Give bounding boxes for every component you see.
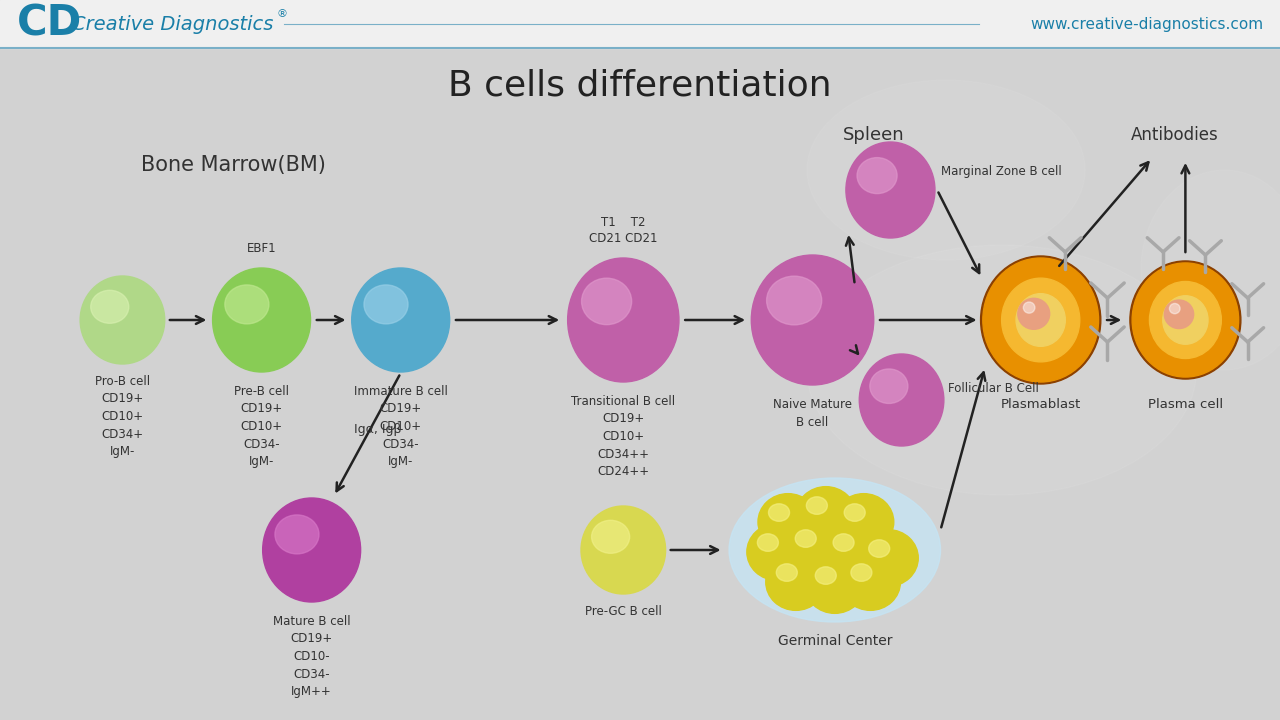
Ellipse shape bbox=[869, 540, 890, 557]
Ellipse shape bbox=[746, 523, 806, 580]
Ellipse shape bbox=[806, 80, 1085, 260]
Ellipse shape bbox=[851, 564, 872, 581]
Text: CD: CD bbox=[17, 3, 82, 45]
Ellipse shape bbox=[765, 554, 826, 611]
Text: EBF1: EBF1 bbox=[247, 242, 276, 255]
Ellipse shape bbox=[581, 278, 631, 325]
Ellipse shape bbox=[823, 523, 883, 580]
Ellipse shape bbox=[776, 564, 797, 581]
Ellipse shape bbox=[846, 142, 934, 238]
Ellipse shape bbox=[1140, 170, 1280, 370]
Ellipse shape bbox=[815, 567, 836, 585]
Text: T1    T2
CD21 CD21: T1 T2 CD21 CD21 bbox=[589, 216, 658, 245]
Text: Plasmablast: Plasmablast bbox=[1001, 398, 1080, 411]
Ellipse shape bbox=[1016, 294, 1065, 346]
Ellipse shape bbox=[1002, 278, 1080, 362]
Text: Germinal Center: Germinal Center bbox=[777, 634, 892, 648]
Ellipse shape bbox=[767, 276, 822, 325]
Ellipse shape bbox=[833, 534, 854, 552]
Text: Igα, Igβ: Igα, Igβ bbox=[355, 423, 402, 436]
Text: Follicular B Cell: Follicular B Cell bbox=[948, 382, 1039, 395]
Ellipse shape bbox=[785, 520, 845, 576]
Ellipse shape bbox=[980, 256, 1101, 384]
Ellipse shape bbox=[1165, 300, 1194, 328]
Ellipse shape bbox=[730, 478, 941, 622]
Ellipse shape bbox=[859, 354, 943, 446]
Ellipse shape bbox=[983, 258, 1098, 382]
Text: Mature B cell
CD19+
CD10-
CD34-
IgM++: Mature B cell CD19+ CD10- CD34- IgM++ bbox=[273, 615, 351, 698]
Text: Antibodies: Antibodies bbox=[1130, 126, 1219, 144]
Ellipse shape bbox=[364, 285, 408, 324]
Text: Immature B cell
CD19+
CD10+
CD34-
IgM-: Immature B cell CD19+ CD10+ CD34- IgM- bbox=[353, 385, 448, 468]
Ellipse shape bbox=[91, 290, 129, 323]
Ellipse shape bbox=[796, 487, 856, 544]
Ellipse shape bbox=[845, 504, 865, 521]
Ellipse shape bbox=[805, 557, 865, 613]
Ellipse shape bbox=[758, 494, 818, 550]
Ellipse shape bbox=[758, 534, 778, 552]
Text: Spleen: Spleen bbox=[844, 126, 905, 144]
Ellipse shape bbox=[870, 369, 908, 403]
Ellipse shape bbox=[1132, 263, 1239, 377]
Ellipse shape bbox=[212, 268, 311, 372]
Text: ®: ® bbox=[276, 9, 287, 19]
Text: Creative Diagnostics: Creative Diagnostics bbox=[73, 14, 274, 34]
Text: Pre-B cell
CD19+
CD10+
CD34-
IgM-: Pre-B cell CD19+ CD10+ CD34- IgM- bbox=[234, 385, 289, 468]
Polygon shape bbox=[0, 0, 1280, 48]
Ellipse shape bbox=[1130, 261, 1240, 379]
Ellipse shape bbox=[841, 554, 900, 611]
Ellipse shape bbox=[262, 498, 361, 602]
Ellipse shape bbox=[81, 276, 165, 364]
Ellipse shape bbox=[806, 497, 827, 514]
Ellipse shape bbox=[1023, 302, 1036, 313]
Ellipse shape bbox=[225, 285, 269, 324]
Ellipse shape bbox=[751, 255, 874, 385]
Ellipse shape bbox=[1170, 303, 1180, 314]
Ellipse shape bbox=[591, 521, 630, 553]
Text: Bone Marrow(BM): Bone Marrow(BM) bbox=[141, 155, 326, 175]
Ellipse shape bbox=[352, 268, 449, 372]
Text: Transitional B cell
CD19+
CD10+
CD34++
CD24++: Transitional B cell CD19+ CD10+ CD34++ C… bbox=[571, 395, 676, 478]
Ellipse shape bbox=[1018, 298, 1050, 329]
Ellipse shape bbox=[275, 515, 319, 554]
Text: Plasma cell: Plasma cell bbox=[1148, 398, 1222, 411]
Text: B cells differentiation: B cells differentiation bbox=[448, 68, 832, 102]
Ellipse shape bbox=[1162, 296, 1208, 344]
Ellipse shape bbox=[567, 258, 678, 382]
Ellipse shape bbox=[858, 158, 897, 194]
Ellipse shape bbox=[806, 245, 1197, 495]
Ellipse shape bbox=[858, 530, 918, 586]
Text: Pre-GC B cell: Pre-GC B cell bbox=[585, 605, 662, 618]
Ellipse shape bbox=[581, 506, 666, 594]
Ellipse shape bbox=[1149, 282, 1221, 359]
Text: Naive Mature
B cell: Naive Mature B cell bbox=[773, 398, 852, 428]
Text: www.creative-diagnostics.com: www.creative-diagnostics.com bbox=[1030, 17, 1263, 32]
Ellipse shape bbox=[833, 494, 893, 550]
Text: Pro-B cell
CD19+
CD10+
CD34+
IgM-: Pro-B cell CD19+ CD10+ CD34+ IgM- bbox=[95, 375, 150, 458]
Ellipse shape bbox=[768, 504, 790, 521]
Ellipse shape bbox=[795, 530, 817, 547]
Text: Marginal Zone B cell: Marginal Zone B cell bbox=[941, 165, 1061, 178]
